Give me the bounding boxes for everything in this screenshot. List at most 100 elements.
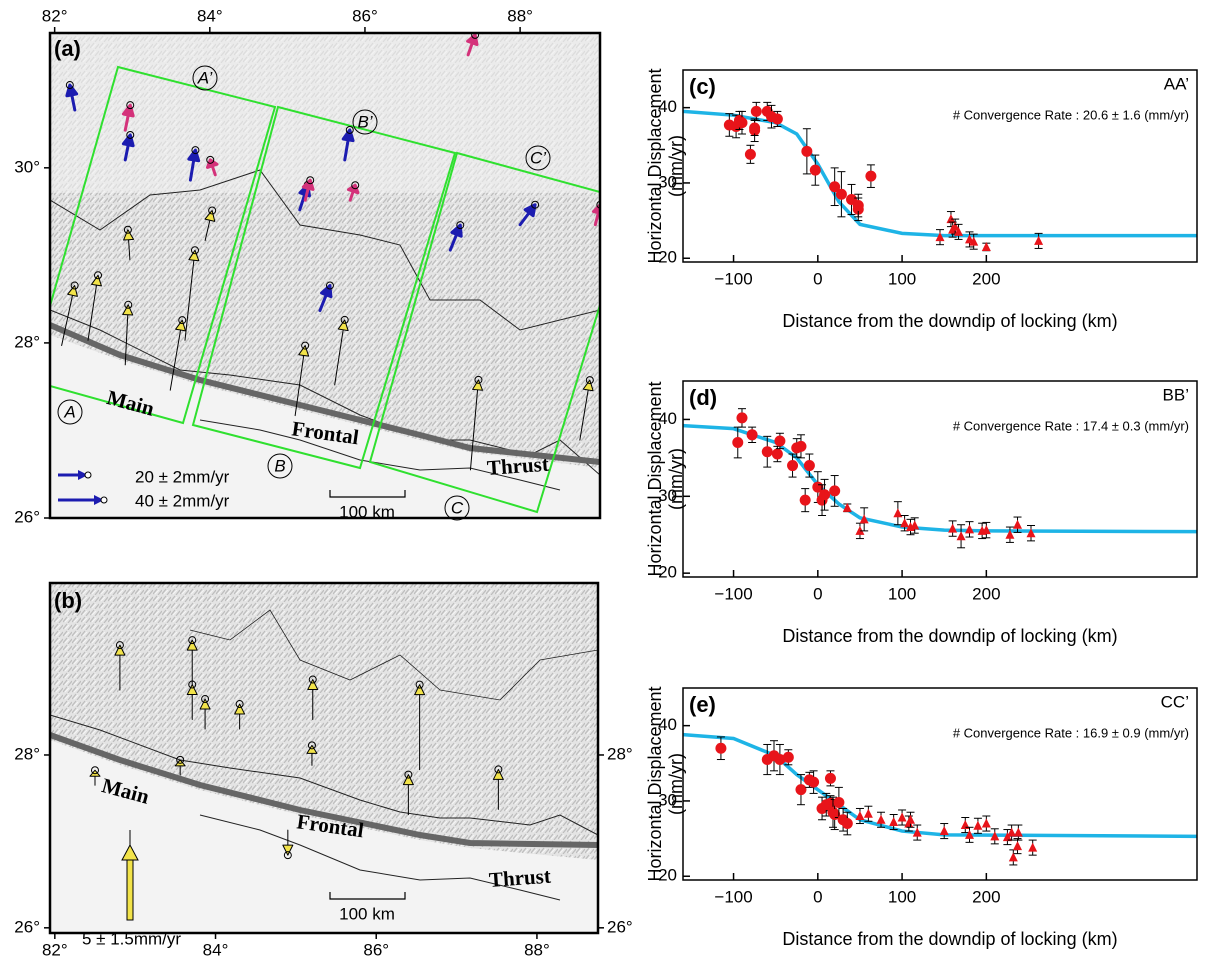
- data-point: [801, 145, 813, 157]
- y-axis-label: (mm/yr): [666, 448, 686, 510]
- x-tick-label: 0: [813, 887, 822, 906]
- y-tick-label: 20: [658, 866, 677, 885]
- error-ellipse: [307, 741, 316, 750]
- error-ellipse: [191, 146, 200, 155]
- plot-frame: [682, 687, 1198, 881]
- data-point: [889, 817, 899, 827]
- data-point: [829, 181, 841, 193]
- velocity-arrow: [187, 148, 201, 182]
- x-tick-label: −100: [714, 887, 752, 906]
- panel-label: (c): [689, 74, 716, 99]
- x-tick-label: 86°: [363, 940, 389, 959]
- velocity-arrow: [204, 209, 216, 241]
- error-ellipse: [596, 200, 600, 209]
- data-point: [852, 200, 864, 212]
- velocity-arrow: [518, 203, 537, 227]
- velocity-arrow: [341, 128, 355, 162]
- x-axis-label: Distance from the downdip of locking (km…: [782, 626, 1117, 646]
- scale-label: 100 km: [339, 904, 395, 923]
- data-point: [774, 435, 786, 447]
- x-tick-label: 100: [888, 584, 916, 603]
- velocity-arrow: [199, 698, 211, 730]
- error-ellipse: [306, 176, 315, 185]
- data-point: [865, 170, 877, 182]
- x-tick-label: 200: [972, 269, 1000, 288]
- data-point: [855, 811, 865, 820]
- data-point: [1028, 842, 1038, 852]
- profile-label: C: [451, 498, 464, 517]
- data-point: [799, 494, 811, 506]
- fault-label: Thrust: [488, 864, 551, 892]
- map-b-background: [50, 583, 598, 933]
- x-tick-label: 86°: [352, 6, 378, 25]
- data-point: [795, 440, 807, 452]
- data-point: [746, 429, 758, 441]
- velocity-arrow: [121, 103, 135, 132]
- data-point: [906, 814, 916, 824]
- error-ellipse: [188, 680, 197, 689]
- data-point: [855, 525, 865, 535]
- y-tick-label: 40: [658, 97, 677, 116]
- y-tick-label: 30: [658, 172, 677, 191]
- error-ellipse: [126, 130, 135, 139]
- data-point: [893, 508, 903, 518]
- data-point: [964, 524, 974, 534]
- data-point: [876, 814, 886, 824]
- profile-label: CC’: [1161, 692, 1189, 711]
- y-tick-label: 26°: [14, 507, 40, 526]
- error-ellipse: [301, 341, 310, 350]
- x-tick-label: 84°: [203, 940, 229, 959]
- legend-arrows: [58, 470, 108, 505]
- error-ellipse: [340, 315, 349, 324]
- data-point: [744, 148, 756, 160]
- annotation: # Convergence Rate : 20.6 ± 1.6 (mm/yr): [953, 107, 1189, 122]
- data-point: [910, 520, 920, 530]
- data-point: [912, 827, 922, 837]
- data-point: [771, 113, 783, 125]
- velocity-arrow: [282, 829, 294, 856]
- y-axis-label: (mm/yr): [666, 753, 686, 815]
- data-point: [990, 831, 1000, 841]
- data-point: [795, 784, 807, 796]
- error-ellipse: [351, 181, 360, 190]
- error-ellipse: [178, 316, 187, 325]
- x-axis-label: Distance from the downdip of locking (km…: [782, 311, 1117, 331]
- y-axis-label: Horizontal Displacement: [645, 381, 665, 576]
- error-ellipse: [115, 641, 124, 650]
- data-point: [750, 105, 762, 117]
- data-point: [939, 826, 949, 836]
- data-point: [732, 436, 744, 448]
- velocity-arrow: [234, 703, 246, 730]
- velocity-arrow: [402, 774, 414, 816]
- scale-label: 100 km: [339, 502, 395, 521]
- x-tick-label: 88°: [507, 6, 533, 25]
- error-ellipse: [206, 155, 215, 164]
- data-point: [1008, 852, 1018, 862]
- velocity-arrow: [184, 249, 200, 341]
- velocity-arrow: [294, 345, 310, 417]
- x-tick-label: 82°: [42, 6, 68, 25]
- panel-label: (e): [689, 692, 716, 717]
- error-ellipse: [456, 221, 465, 230]
- y-tick-label: 20: [658, 248, 677, 267]
- data-point: [842, 502, 852, 512]
- velocity-arrow: [591, 203, 600, 227]
- data-point: [973, 820, 983, 830]
- data-point: [900, 518, 910, 528]
- velocity-arrow: [122, 304, 134, 366]
- data-point: [771, 448, 783, 460]
- y-tick-label: 28°: [14, 332, 40, 351]
- velocity-arrow: [414, 684, 426, 771]
- velocity-arrow: [65, 83, 79, 112]
- velocity-arrow: [121, 133, 135, 162]
- error-ellipse: [494, 765, 503, 774]
- y-tick-label: 40: [658, 409, 677, 428]
- error-ellipse: [188, 636, 197, 645]
- error-ellipse: [308, 675, 317, 684]
- data-point: [774, 754, 786, 766]
- data-point: [950, 221, 960, 231]
- map-frame: [48, 581, 600, 935]
- data-point: [736, 117, 748, 129]
- data-point: [803, 460, 815, 472]
- y-tick-label: 26°: [14, 917, 40, 936]
